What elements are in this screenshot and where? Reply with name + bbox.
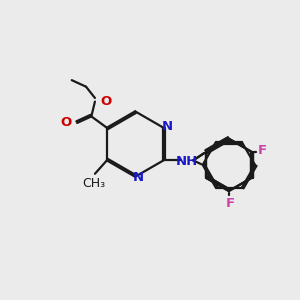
Text: F: F <box>226 197 235 210</box>
Text: O: O <box>61 116 72 130</box>
Text: O: O <box>100 95 112 108</box>
Text: F: F <box>257 144 267 157</box>
Text: NH: NH <box>176 155 198 168</box>
Text: N: N <box>133 171 144 184</box>
Text: N: N <box>161 120 172 133</box>
Text: CH₃: CH₃ <box>82 177 105 190</box>
